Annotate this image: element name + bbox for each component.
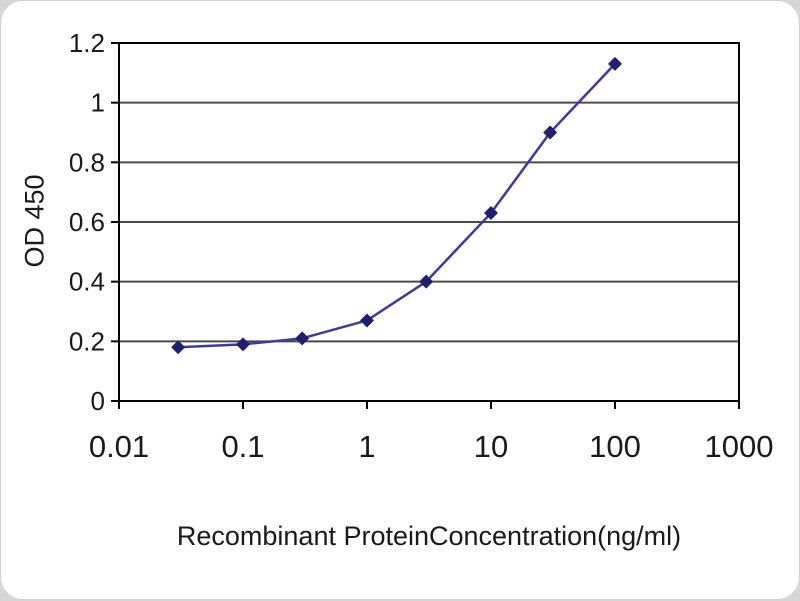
x-tick-label: 0.01 xyxy=(89,429,149,464)
x-tick-label: 100 xyxy=(589,429,641,464)
y-tick-label: 0 xyxy=(91,386,105,416)
data-point-marker xyxy=(360,313,374,328)
x-tick-label: 1 xyxy=(358,429,375,464)
y-axis-title: OD 450 xyxy=(19,174,50,268)
data-point-marker xyxy=(236,337,250,352)
x-axis-title: Recombinant ProteinConcentration(ng/ml) xyxy=(176,521,682,551)
y-tick-label: 0.8 xyxy=(69,147,105,177)
x-tick-label: 1000 xyxy=(705,429,774,464)
y-tick-label: 1.2 xyxy=(69,28,105,58)
y-tick-label: 0.2 xyxy=(69,326,105,356)
data-point-marker xyxy=(543,125,558,140)
data-point-marker xyxy=(419,274,434,289)
data-point-marker xyxy=(484,206,498,221)
data-point-marker xyxy=(608,56,622,71)
data-point-marker xyxy=(295,331,310,346)
series-line xyxy=(178,63,616,349)
x-tick-label: 0.1 xyxy=(221,429,264,464)
y-tick-label: 0.6 xyxy=(69,207,105,237)
y-tick-label: 0.4 xyxy=(69,267,105,297)
data-point-marker xyxy=(171,340,186,355)
y-tick-label: 1 xyxy=(91,88,105,118)
x-tick-label: 10 xyxy=(474,429,508,464)
